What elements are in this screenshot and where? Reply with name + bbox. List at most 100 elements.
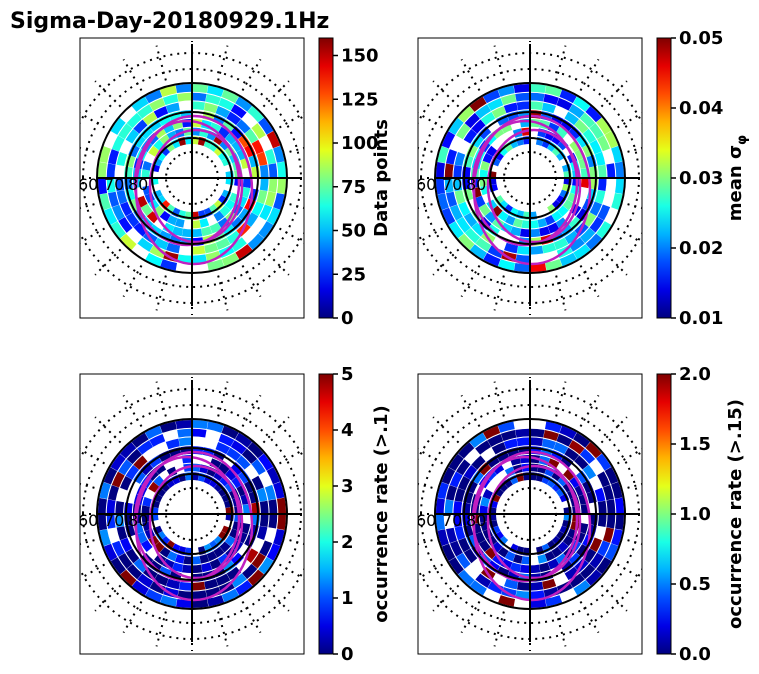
heatmap-cell xyxy=(437,529,449,547)
heatmap-cell xyxy=(146,211,159,224)
dotted-longitude-spoke xyxy=(155,611,167,647)
heatmap-cell xyxy=(564,111,580,126)
heatmap-cell xyxy=(111,471,125,488)
dotted-longitude-spoke xyxy=(241,58,262,92)
heatmap-cell xyxy=(547,458,560,470)
heatmap-cell xyxy=(530,220,539,229)
panel-content: 60 70 80 xyxy=(418,377,642,651)
heatmap-cell xyxy=(557,205,569,217)
dotted-longitude-spoke xyxy=(616,563,642,580)
heatmap-cell xyxy=(497,421,515,433)
heatmap-cell xyxy=(589,216,604,233)
heatmap-cell xyxy=(597,471,611,488)
panel-frame xyxy=(417,37,643,319)
heatmap-cell xyxy=(192,245,206,255)
heatmap-cell xyxy=(448,557,464,575)
dotted-longitude-spoke xyxy=(432,416,460,444)
heatmap-cell xyxy=(206,421,224,433)
heatmap-cell xyxy=(448,221,464,239)
dotted-longitude-spoke xyxy=(80,482,95,489)
ring-label: 70 xyxy=(104,511,124,530)
heatmap-cell xyxy=(547,540,557,551)
heatmap-cell xyxy=(251,201,264,217)
heatmap-cell xyxy=(159,421,177,433)
heatmap-cell xyxy=(251,552,266,569)
heatmap-cell xyxy=(137,104,153,119)
heatmap-cell xyxy=(125,128,140,144)
heatmap-cell xyxy=(576,208,589,222)
heatmap-cell xyxy=(457,442,475,459)
heatmap-cell xyxy=(218,531,229,541)
heatmap-cell xyxy=(213,199,224,210)
heatmap-cell xyxy=(564,447,580,462)
heatmap-cell xyxy=(258,453,274,471)
dotted-longitude-spoke xyxy=(432,80,460,108)
heatmap-cell xyxy=(99,146,111,164)
heatmap-cell xyxy=(183,556,192,565)
heatmap-cell xyxy=(437,482,449,500)
heatmap-cell xyxy=(192,228,203,238)
polar-panel-4: 60 70 80 0.0 0.5 1.0 1.5 2.0 occurrence rate (>.… xyxy=(417,364,746,665)
heatmap-cell xyxy=(268,178,278,193)
heatmap-cell xyxy=(582,464,597,480)
dotted-longitude-spoke xyxy=(600,584,628,612)
heatmap-cell xyxy=(241,448,258,464)
heatmap-cell xyxy=(551,470,563,482)
heatmap-cell xyxy=(106,163,116,178)
heatmap-cell xyxy=(557,475,569,487)
heatmap-cell xyxy=(606,514,616,529)
heatmap-cell xyxy=(547,122,560,134)
heatmap-cell xyxy=(604,543,619,561)
heatmap-cell xyxy=(115,514,125,528)
heatmap-cell xyxy=(456,553,471,569)
colorbar xyxy=(656,37,672,319)
heatmap-cell xyxy=(458,201,471,217)
heatmap-cell xyxy=(500,222,513,234)
heatmap-cell xyxy=(141,505,150,514)
heatmap-cell xyxy=(126,448,142,465)
heatmap-cell xyxy=(604,467,619,485)
heatmap-cell xyxy=(503,204,513,215)
heatmap-cells xyxy=(98,420,286,608)
panel-frame xyxy=(417,373,643,655)
heatmap-cell xyxy=(480,111,496,126)
heatmap-cell xyxy=(266,543,281,561)
heatmap-cell xyxy=(120,569,137,587)
dotted-longitude-spoke xyxy=(418,112,444,129)
heatmap-cell xyxy=(453,164,463,178)
heatmap-cell xyxy=(580,227,596,244)
heatmap-cell xyxy=(242,178,252,189)
heatmap-cell xyxy=(448,117,464,135)
heatmap-cell xyxy=(516,245,530,255)
heatmap-cell xyxy=(441,467,456,485)
dotted-longitude-spoke xyxy=(600,416,628,444)
dotted-longitude-spoke xyxy=(555,611,567,647)
heatmap-cell xyxy=(521,556,530,565)
heatmap-cell xyxy=(589,201,602,217)
heatmap-cell xyxy=(515,92,530,102)
heatmap-cell xyxy=(585,569,603,586)
heatmap-cell xyxy=(192,220,201,229)
heatmap-cell xyxy=(165,204,175,215)
heatmap-cell xyxy=(145,252,163,267)
heatmap-cell xyxy=(226,230,242,245)
heatmap-cell xyxy=(162,94,179,106)
heatmap-cell xyxy=(236,455,251,470)
panel-frame xyxy=(79,37,305,319)
heatmap-cell xyxy=(594,487,606,502)
dotted-longitude-spoke xyxy=(600,248,628,276)
heatmap-cell xyxy=(560,119,574,132)
heatmap-cell xyxy=(547,204,557,215)
heatmap-cell xyxy=(276,161,286,178)
dotted-longitude-spoke xyxy=(241,600,262,634)
heatmap-cell xyxy=(126,564,143,580)
heatmap-cell xyxy=(273,192,285,210)
heatmap-cell xyxy=(268,514,278,529)
heatmap-cell xyxy=(264,191,276,207)
heatmap-cell xyxy=(153,106,169,119)
heatmap-cell xyxy=(446,149,458,165)
heatmap-cell xyxy=(244,212,259,228)
heatmap-cell xyxy=(153,541,165,553)
heatmap-cell xyxy=(480,496,490,507)
heatmap-cell xyxy=(137,237,154,252)
